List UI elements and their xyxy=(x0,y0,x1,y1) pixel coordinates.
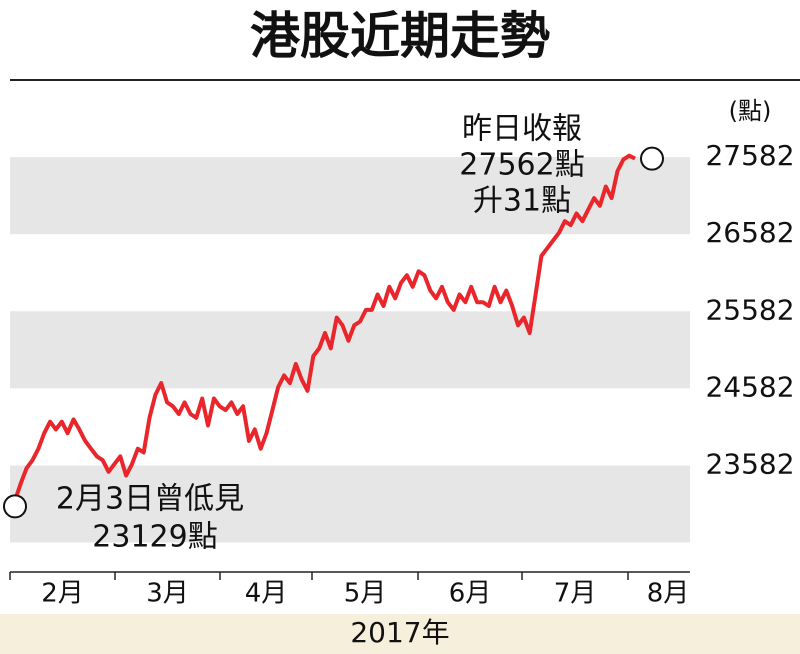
annotation: 27562點 xyxy=(459,148,584,183)
y-tick-label: 27582 xyxy=(705,139,794,172)
y-tick-label: 25582 xyxy=(705,293,794,326)
x-axis-label: 2017年 xyxy=(350,616,449,649)
chart-title: 港股近期走勢 xyxy=(250,6,550,65)
annotation: 昨日收報 xyxy=(462,112,582,147)
annotation: 2月3日曾低見 xyxy=(56,482,244,517)
annotation: 升31點 xyxy=(473,184,571,219)
x-tick-label: 6月 xyxy=(449,579,492,609)
x-tick-label: 4月 xyxy=(245,579,288,609)
y-tick-label: 23582 xyxy=(705,447,794,480)
grid-band xyxy=(10,465,690,543)
y-unit: (點) xyxy=(729,97,772,125)
price-line xyxy=(13,153,636,502)
year-band xyxy=(0,614,800,654)
y-tick-label: 24582 xyxy=(705,370,794,403)
close-marker xyxy=(640,146,664,171)
grid-band xyxy=(10,311,690,389)
x-tick-label: 5月 xyxy=(344,579,387,609)
grid-band xyxy=(10,157,690,235)
x-tick-label: 7月 xyxy=(554,579,597,609)
x-tick-label: 2月 xyxy=(41,579,84,609)
low-marker xyxy=(3,494,27,519)
annotation: 23129點 xyxy=(92,520,217,555)
x-tick-label: 3月 xyxy=(146,579,189,609)
y-tick-label: 26582 xyxy=(705,216,794,249)
x-tick-label: 8月 xyxy=(647,579,690,609)
